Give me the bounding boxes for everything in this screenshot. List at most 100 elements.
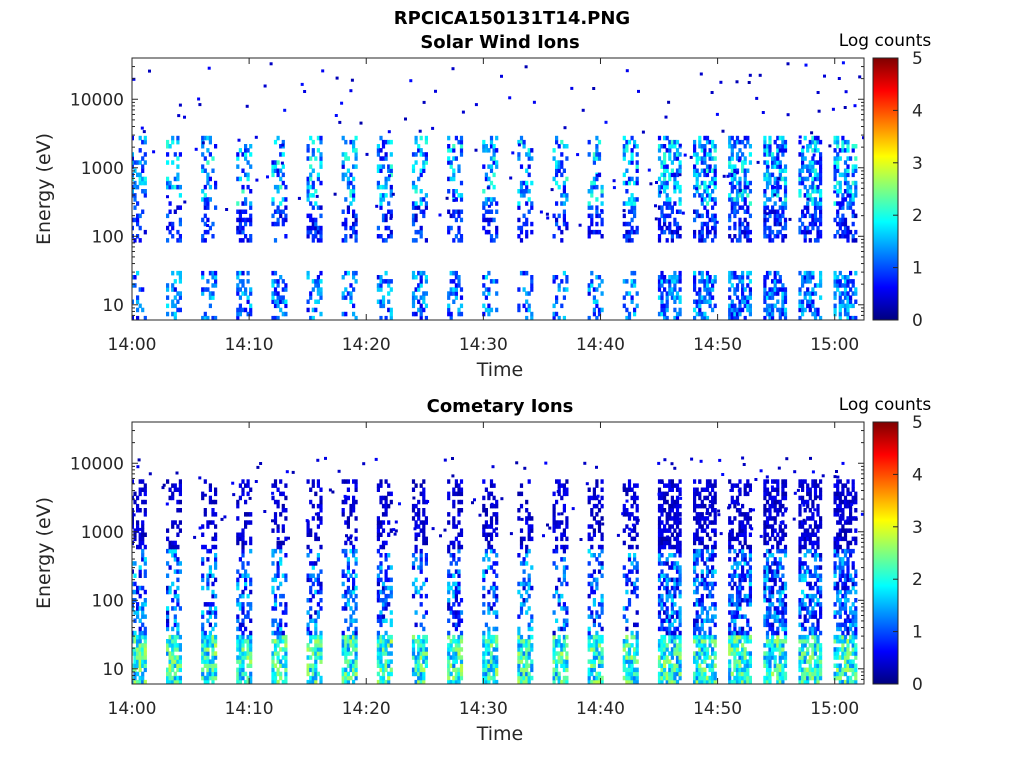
heatmap-cell — [279, 659, 283, 664]
heatmap-cell — [597, 569, 602, 574]
heatmap-cell — [698, 270, 702, 276]
heatmap-cell — [628, 527, 632, 531]
heatmap-cell — [673, 577, 677, 583]
heatmap-cell — [813, 168, 818, 173]
heatmap-cell — [171, 581, 175, 587]
heatmap-cell — [276, 221, 280, 227]
heatmap-cell — [306, 630, 310, 636]
heatmap-cell — [419, 593, 423, 599]
heatmap-cell — [381, 520, 386, 525]
heatmap-cell — [600, 602, 604, 607]
heatmap-cell — [713, 172, 717, 178]
heatmap-cell — [208, 495, 212, 501]
heatmap-cell — [693, 299, 697, 304]
heatmap-cell — [419, 671, 423, 677]
heatmap-cell — [136, 509, 140, 513]
heatmap-cell — [161, 486, 165, 490]
heatmap-cell — [492, 581, 496, 587]
heatmap-cell — [590, 205, 594, 210]
heatmap-cell — [657, 602, 662, 607]
heatmap-cell — [352, 499, 356, 505]
colorbar-tick-label: 3 — [912, 154, 923, 174]
heatmap-cell — [833, 279, 837, 284]
heatmap-cell — [773, 156, 777, 161]
heatmap-cell — [246, 299, 250, 304]
heatmap-cell — [555, 311, 559, 317]
heatmap-cell — [449, 610, 453, 615]
heatmap-cell — [452, 156, 456, 161]
heatmap-cell — [208, 520, 212, 525]
heatmap-cell — [168, 548, 172, 554]
heatmap-cell — [657, 626, 662, 632]
heatmap-cell — [438, 213, 442, 217]
heatmap-cell — [495, 667, 499, 673]
heatmap-cell — [587, 152, 591, 157]
heatmap-cell — [530, 287, 534, 292]
heatmap-cell — [452, 655, 456, 660]
heatmap-cell — [705, 135, 710, 141]
heatmap-cell — [743, 315, 747, 320]
heatmap-cell — [587, 634, 591, 640]
heatmap-cell — [730, 307, 734, 313]
heatmap-cell — [771, 303, 775, 309]
heatmap-cell — [389, 139, 393, 145]
heatmap-cell — [384, 479, 388, 484]
heatmap-cell — [201, 524, 205, 529]
heatmap-cell — [489, 524, 494, 529]
heatmap-cell — [414, 655, 418, 660]
heatmap-cell — [387, 663, 391, 668]
heatmap-cell — [279, 491, 283, 497]
heatmap-cell — [376, 287, 380, 292]
heatmap-cell — [387, 643, 391, 648]
heatmap-cell — [846, 299, 850, 304]
heatmap-cell — [168, 565, 172, 570]
heatmap-cell — [670, 565, 674, 570]
heatmap-cell — [136, 465, 140, 469]
heatmap-cell — [241, 291, 245, 296]
heatmap-cell — [452, 663, 456, 668]
heatmap-cell — [276, 655, 280, 660]
heatmap-cell — [452, 540, 456, 546]
heatmap-cell — [457, 225, 461, 231]
heatmap-cell — [319, 152, 323, 157]
heatmap-cell — [414, 667, 418, 673]
heatmap-cell — [833, 275, 837, 280]
heatmap-cell — [846, 311, 850, 317]
heatmap-cell — [452, 634, 456, 640]
heatmap-cell — [316, 479, 320, 484]
heatmap-cell — [592, 491, 596, 497]
heatmap-cell — [778, 279, 782, 284]
heatmap-cell — [781, 201, 785, 206]
heatmap-cell — [244, 577, 248, 583]
heatmap-cell — [665, 213, 669, 219]
heatmap-cell — [565, 655, 569, 660]
heatmap-cell — [173, 557, 177, 562]
heatmap-cell — [525, 291, 529, 296]
heatmap-cell — [843, 189, 848, 194]
heatmap-cell — [763, 176, 767, 182]
heatmap-cell — [409, 79, 413, 83]
heatmap-cell — [673, 626, 677, 632]
heatmap-cell — [776, 287, 780, 292]
heatmap-cell — [319, 651, 323, 656]
heatmap-cell — [249, 675, 253, 681]
heatmap-cell — [843, 295, 848, 300]
heatmap-cell — [495, 679, 499, 684]
heatmap-cell — [279, 626, 283, 632]
heatmap-cell — [673, 307, 677, 313]
heatmap-cell — [587, 291, 591, 296]
heatmap-cell — [560, 651, 564, 656]
heatmap-cell — [178, 295, 182, 300]
heatmap-cell — [176, 655, 180, 660]
heatmap-cell — [273, 548, 278, 554]
heatmap-cell — [454, 589, 458, 595]
heatmap-cell — [487, 602, 491, 607]
heatmap-cell — [138, 663, 142, 668]
heatmap-cell — [557, 675, 561, 681]
heatmap-cell — [703, 168, 707, 173]
heatmap-cell — [419, 307, 423, 313]
heatmap-cell — [806, 287, 810, 292]
heatmap-cell — [143, 532, 147, 537]
heatmap-cell — [778, 135, 782, 141]
heatmap-cell — [452, 193, 456, 198]
